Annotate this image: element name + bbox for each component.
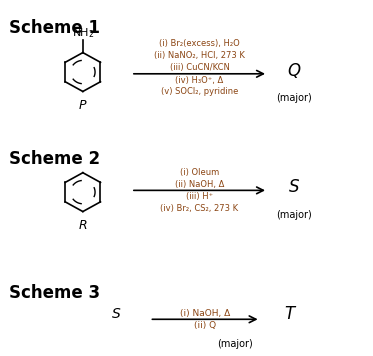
Text: $P$: $P$ (78, 99, 88, 111)
Text: (i) Oleum
(ii) NaOH, Δ: (i) Oleum (ii) NaOH, Δ (175, 168, 224, 189)
Text: (i) Br₂(excess), H₂O
(ii) NaNO₂, HCl, 273 K
(iii) CuCN/KCN: (i) Br₂(excess), H₂O (ii) NaNO₂, HCl, 27… (154, 40, 245, 72)
Text: $Q$: $Q$ (287, 61, 301, 80)
Text: $T$: $T$ (283, 305, 297, 323)
Text: (iv) H₃O⁺, Δ
(v) SOCl₂, pyridine: (iv) H₃O⁺, Δ (v) SOCl₂, pyridine (161, 75, 238, 96)
Text: (iii) H⁺
(iv) Br₂, CS₂, 273 K: (iii) H⁺ (iv) Br₂, CS₂, 273 K (160, 192, 238, 213)
Text: Scheme 2: Scheme 2 (9, 150, 100, 168)
Text: $S$: $S$ (111, 307, 121, 321)
Text: $S$: $S$ (288, 178, 300, 196)
Text: Scheme 1: Scheme 1 (9, 19, 100, 37)
Text: (ii) Q: (ii) Q (194, 321, 216, 330)
Text: $R$: $R$ (78, 219, 88, 232)
Text: (major): (major) (276, 93, 312, 103)
Text: (major): (major) (276, 210, 312, 220)
Text: (i) NaOH, Δ: (i) NaOH, Δ (180, 309, 230, 318)
Text: NH$_2$: NH$_2$ (72, 26, 94, 40)
Text: Scheme 3: Scheme 3 (9, 284, 100, 302)
Text: (major): (major) (217, 339, 253, 349)
